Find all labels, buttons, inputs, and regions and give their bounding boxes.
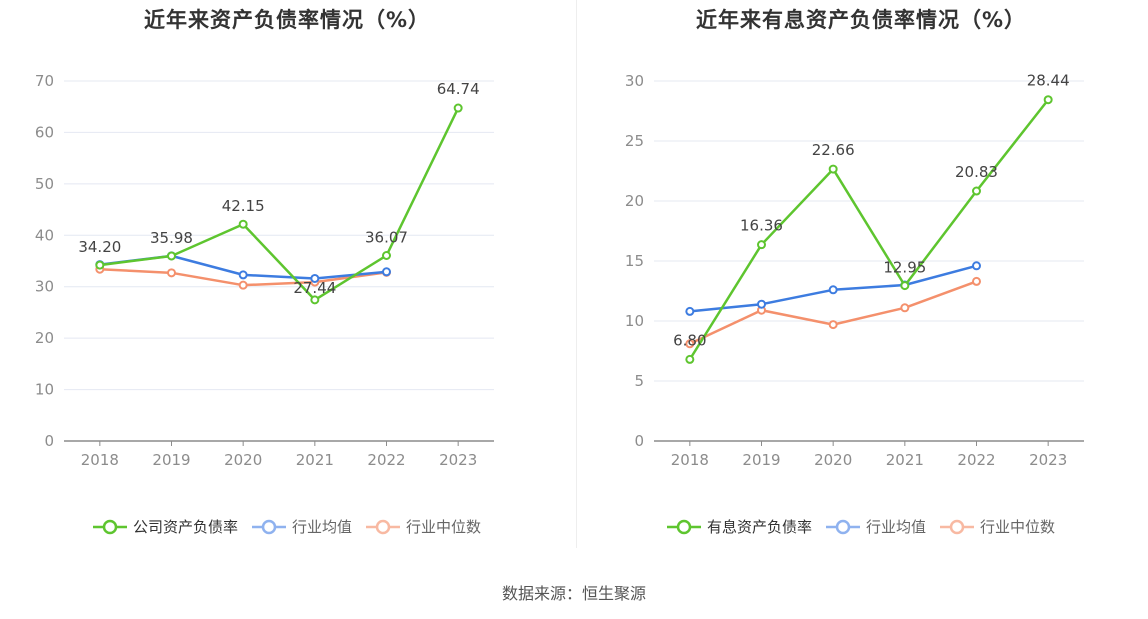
data-label: 35.98 [150, 229, 193, 247]
data-point-company [95, 260, 105, 270]
data-point-industry-average [972, 261, 981, 271]
x-tick-label: 2019 [742, 451, 780, 469]
legend-item-industry-median[interactable]: 行业中位数 [366, 516, 481, 537]
y-tick-label: 20 [625, 192, 644, 210]
chart-legend: 有息资产负债率 行业均值 行业中位数 [574, 516, 1148, 537]
legend-label: 行业中位数 [980, 518, 1056, 536]
data-label: 64.74 [437, 80, 480, 98]
legend-label: 有息资产负债率 [706, 518, 812, 536]
data-label: 6.80 [673, 331, 706, 349]
legend-label: 行业均值 [865, 518, 926, 536]
y-tick-label: 10 [35, 381, 54, 399]
data-point-industry-average [238, 270, 248, 280]
series-line-company [99, 107, 460, 302]
data-label: 36.07 [365, 228, 408, 246]
data-point-company [310, 295, 320, 305]
legend-line-marker-icon [366, 519, 400, 534]
x-tick-label: 2021 [886, 451, 924, 469]
legend-line-marker-icon [92, 519, 127, 534]
data-point-company [900, 281, 910, 291]
data-point-industry-median [900, 303, 910, 313]
data-point-industry-median [685, 339, 695, 349]
data-point-industry-average [828, 285, 838, 295]
legend-line-marker-icon [251, 519, 286, 534]
data-point-company [382, 250, 391, 260]
data-label: 22.66 [812, 141, 855, 159]
legend-label: 行业均值 [291, 518, 352, 536]
data-point-company [1043, 95, 1053, 105]
x-tick-label: 2022 [367, 451, 405, 469]
legend-label: 行业中位数 [406, 518, 482, 536]
y-tick-label: 20 [35, 329, 54, 347]
y-tick-label: 10 [625, 312, 644, 330]
data-label: 16.36 [740, 217, 783, 235]
y-tick-label: 5 [634, 372, 644, 390]
legend-line-marker-icon [825, 519, 860, 534]
legend-item-industry-median[interactable]: 行业中位数 [940, 516, 1055, 537]
data-point-industry-median [972, 276, 981, 286]
x-tick-label: 2022 [957, 451, 995, 469]
data-label: 20.83 [955, 163, 998, 181]
data-point-industry-median [167, 268, 176, 278]
asset-liability-ratio-chart: 0 10 20 30 40 50 60 70 2018 2019 2020 2021 2022 2023 3… [35, 72, 494, 469]
x-tick-label: 2018 [671, 451, 709, 469]
x-tick-label: 2020 [224, 451, 262, 469]
x-tick-label: 2023 [1029, 451, 1067, 469]
right-chart-panel: 近年来有息资产负债率情况（%） 0 5 10 15 20 25 30 2018 2019 2020… [574, 0, 1148, 560]
legend-item-industry-average[interactable]: 行业均值 [251, 516, 352, 537]
y-tick-label: 30 [625, 72, 644, 90]
y-tick-label: 70 [35, 72, 54, 90]
panel-divider [576, 0, 577, 548]
data-point-industry-average [757, 299, 766, 309]
y-tick-label: 50 [35, 175, 54, 193]
legend-line-marker-icon [666, 519, 701, 534]
data-point-company [828, 164, 838, 174]
data-point-industry-median [238, 280, 248, 290]
data-point-company [972, 186, 981, 196]
data-point-company [685, 354, 695, 364]
data-point-company [453, 103, 463, 113]
legend-item-company[interactable]: 有息资产负债率 [666, 516, 812, 537]
x-tick-label: 2021 [296, 451, 334, 469]
data-point-industry-average [685, 306, 695, 316]
data-point-company [757, 240, 766, 250]
data-label: 27.44 [293, 279, 336, 297]
series-line-company [688, 98, 1050, 361]
data-point-industry-average [310, 273, 320, 283]
data-label: 34.20 [78, 238, 121, 256]
y-tick-label: 0 [44, 432, 54, 450]
data-point-industry-median [828, 320, 838, 330]
data-label: 28.44 [1027, 72, 1070, 90]
x-tick-label: 2020 [814, 451, 852, 469]
y-tick-label: 15 [625, 252, 644, 270]
y-tick-label: 40 [35, 226, 54, 244]
legend-line-marker-icon [940, 519, 974, 534]
y-tick-label: 60 [35, 123, 54, 141]
data-point-industry-average [382, 267, 391, 277]
y-tick-label: 30 [35, 278, 54, 296]
left-chart-panel: 近年来资产负债率情况（%） 0 10 20 30 40 50 60 70 2018 2019 202… [0, 0, 574, 560]
legend-item-industry-average[interactable]: 行业均值 [825, 516, 926, 537]
chart-title: 近年来资产负债率情况（%） [143, 8, 431, 32]
x-tick-label: 2018 [81, 451, 119, 469]
legend-label: 公司资产负债率 [132, 518, 238, 536]
interest-bearing-liability-ratio-chart: 0 5 10 15 20 25 30 2018 2019 2020 2021 2022 2023 6.80… [625, 72, 1084, 469]
x-tick-label: 2023 [439, 451, 477, 469]
chart-legend: 公司资产负债率 行业均值 行业中位数 [0, 516, 574, 537]
legend-item-company[interactable]: 公司资产负债率 [92, 516, 238, 537]
data-point-company [238, 219, 248, 229]
data-label: 12.95 [883, 259, 926, 277]
y-tick-label: 25 [625, 132, 644, 150]
data-label: 42.15 [222, 197, 265, 215]
x-tick-label: 2019 [152, 451, 190, 469]
chart-title: 近年来有息资产负债率情况（%） [695, 8, 1027, 32]
data-point-company [167, 251, 176, 261]
data-source-note: 数据来源：恒生聚源 [501, 584, 646, 603]
y-tick-label: 0 [634, 432, 644, 450]
